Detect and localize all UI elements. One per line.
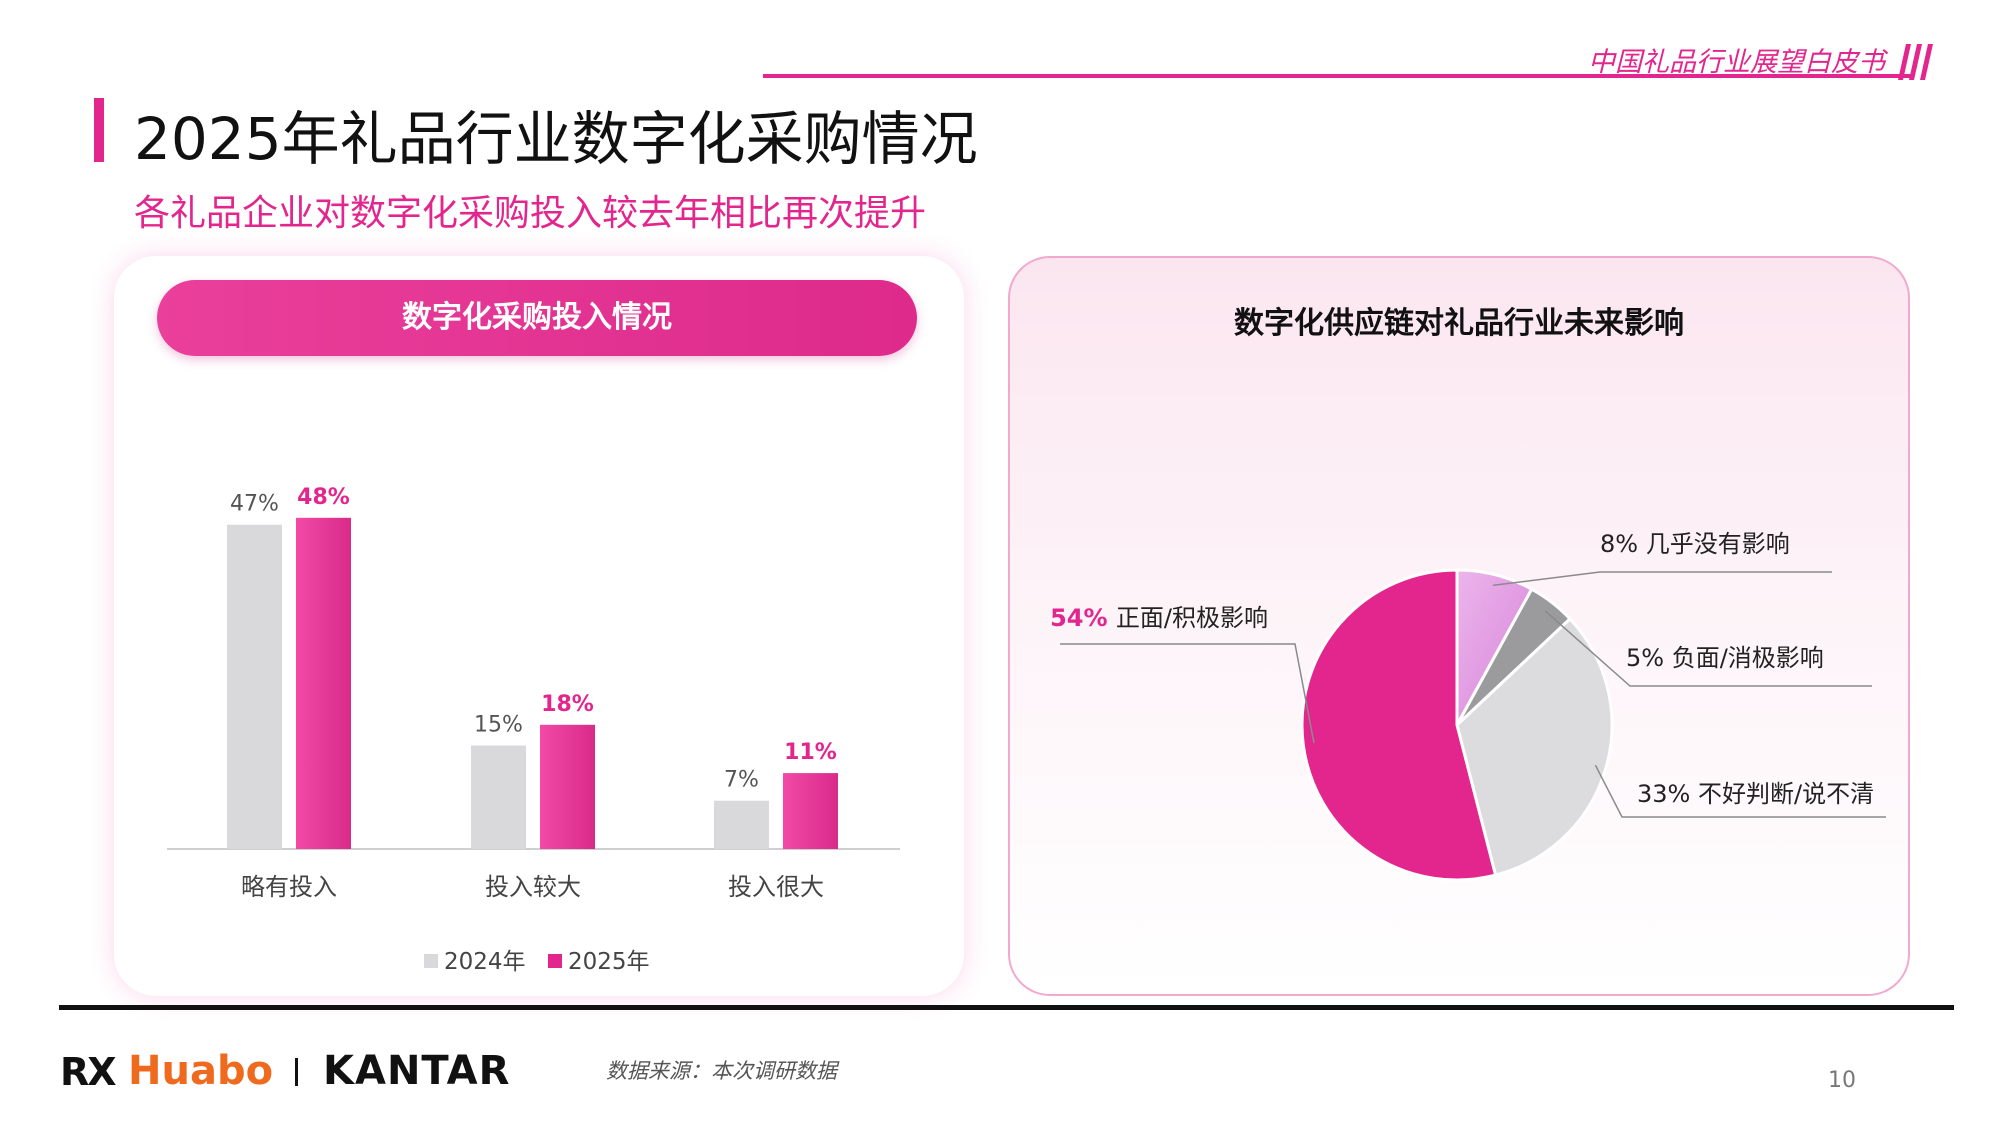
data-label: 48% bbox=[297, 485, 350, 510]
leader-line-2 bbox=[1544, 610, 1872, 687]
x-tick-label: 投入较大 bbox=[485, 873, 581, 901]
bar-2025-3 bbox=[783, 773, 838, 849]
slashes-icon bbox=[1898, 44, 1933, 80]
bar-2025-1 bbox=[296, 517, 351, 849]
document-series-title: 中国礼品行业展望白皮书 bbox=[1588, 47, 1885, 78]
logo-separator bbox=[295, 1058, 298, 1086]
slice-label-3: 33% 不好判断/说不清 bbox=[1637, 780, 1874, 808]
pie-slice-3 bbox=[1455, 616, 1614, 877]
data-label: 7% bbox=[724, 768, 759, 793]
data-label: 15% bbox=[474, 713, 523, 738]
leader-line-4 bbox=[1060, 643, 1315, 744]
bar-2024-2 bbox=[471, 745, 526, 849]
leader-line-3 bbox=[1594, 764, 1886, 818]
slice-label-1: 8% 几乎没有影响 bbox=[1600, 530, 1790, 558]
header-rule bbox=[763, 74, 1913, 78]
bar-chart-title-pill bbox=[157, 280, 917, 356]
bar-2024-3 bbox=[714, 800, 769, 849]
data-label: 18% bbox=[541, 692, 594, 717]
page-subtitle: 各礼品企业对数字化采购投入较去年相比再次提升 bbox=[134, 193, 927, 234]
legend-label: 2024年 bbox=[444, 949, 526, 975]
x-tick-label: 投入很大 bbox=[728, 873, 824, 901]
kantar-logo: KANTAR bbox=[323, 1048, 511, 1094]
page-number: 10 bbox=[1828, 1068, 1856, 1093]
legend-swatch-2 bbox=[548, 954, 562, 968]
bar-2024-1 bbox=[227, 524, 282, 849]
bar-2025-2 bbox=[540, 724, 595, 849]
legend-swatch-1 bbox=[424, 954, 438, 968]
leader-line-1 bbox=[1492, 571, 1832, 587]
slice-label-2: 5% 负面/消极影响 bbox=[1626, 644, 1824, 672]
pie-chart-title: 数字化供应链对礼品行业未来影响 bbox=[1234, 306, 1684, 341]
page-title: 2025年礼品行业数字化采购情况 bbox=[134, 105, 978, 173]
data-label: 47% bbox=[230, 492, 279, 517]
footer-rule bbox=[59, 1005, 1954, 1010]
bar-chart-title: 数字化采购投入情况 bbox=[402, 300, 672, 335]
slice-label-4: 54% 正面/积极影响 bbox=[1050, 604, 1268, 632]
data-source-note: 数据来源：本次调研数据 bbox=[606, 1059, 837, 1083]
title-accent-bar bbox=[94, 98, 104, 162]
pie-slice-4 bbox=[1300, 568, 1498, 882]
rx-logo: RX bbox=[60, 1050, 117, 1094]
data-label: 11% bbox=[784, 740, 837, 765]
huabo-logo: Huabo bbox=[128, 1048, 274, 1094]
legend-label: 2025年 bbox=[568, 949, 650, 975]
x-tick-label: 略有投入 bbox=[241, 873, 337, 901]
